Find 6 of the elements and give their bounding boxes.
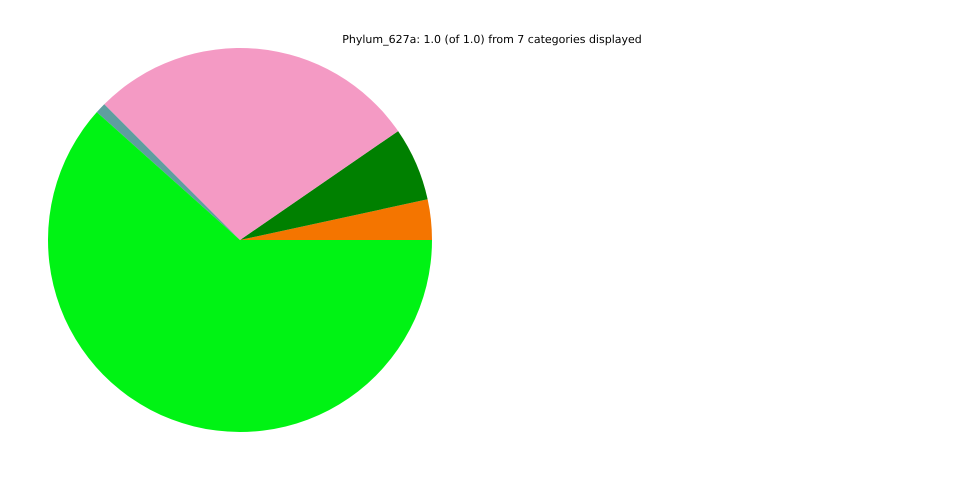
pie-slice	[104, 48, 398, 240]
text: Phylum_627a: 1.0 (of 1.0) from 7 categories displayed	[342, 33, 642, 46]
pie-slice	[48, 112, 432, 432]
pie-slice	[240, 131, 428, 240]
pie-slice	[240, 199, 432, 240]
pie-slice	[96, 104, 240, 240]
